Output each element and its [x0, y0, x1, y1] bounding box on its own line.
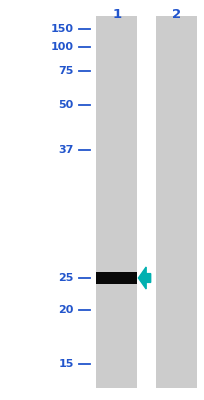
- Text: 150: 150: [51, 24, 73, 34]
- Text: 1: 1: [112, 8, 121, 21]
- Text: 50: 50: [58, 100, 73, 110]
- Text: 75: 75: [58, 66, 73, 76]
- Bar: [96, 16, 137, 388]
- Text: 20: 20: [58, 305, 73, 315]
- Text: 15: 15: [58, 359, 73, 369]
- Text: 100: 100: [51, 42, 73, 52]
- Text: 37: 37: [58, 145, 73, 155]
- Text: 2: 2: [171, 8, 180, 21]
- Bar: [155, 16, 196, 388]
- Text: 25: 25: [58, 273, 73, 283]
- FancyArrow shape: [138, 267, 150, 289]
- Bar: [96, 272, 137, 284]
